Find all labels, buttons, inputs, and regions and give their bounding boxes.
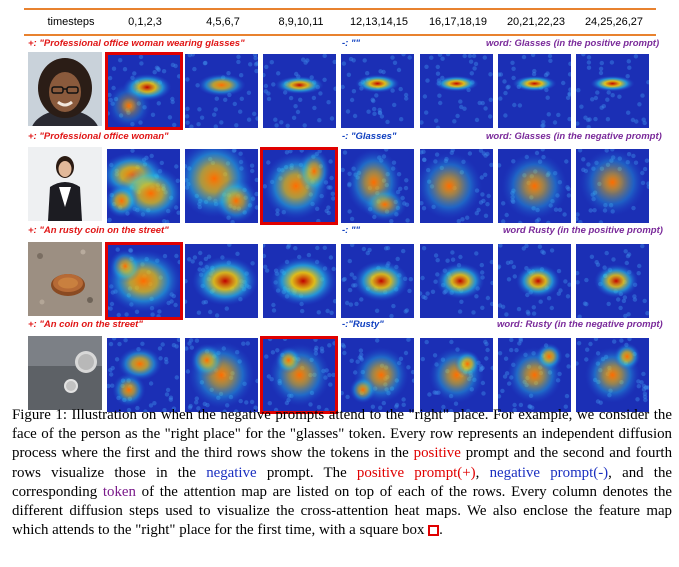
token-label: word Rusty (in the positive prompt) xyxy=(503,225,663,236)
attention-heatmap xyxy=(498,149,571,223)
table-header-rule xyxy=(24,34,656,36)
office-woman-photo xyxy=(28,147,102,221)
positive-prompt-label: +: "An rusty coin on the street" xyxy=(28,225,169,236)
attention-heatmap xyxy=(420,338,493,412)
first-attention-box xyxy=(105,52,183,130)
attention-heatmap xyxy=(185,338,258,412)
positive-prompt-label: +: "Professional office woman wearing gl… xyxy=(28,38,245,49)
column-header: 8,9,10,11 xyxy=(278,16,324,28)
negative-prompt-label: -: "" xyxy=(342,225,360,236)
column-header: 20,21,22,23 xyxy=(506,16,566,28)
first-attention-box xyxy=(260,147,338,225)
column-header: 4,5,6,7 xyxy=(206,16,240,28)
attention-heatmap xyxy=(263,149,336,223)
attention-heatmap xyxy=(341,244,414,318)
woman-glasses-photo xyxy=(28,52,102,126)
rusty-coin-photo xyxy=(28,242,102,316)
attention-heatmap xyxy=(498,54,571,128)
attention-heatmap xyxy=(185,244,258,318)
attention-heatmap xyxy=(107,149,180,223)
attention-heatmap xyxy=(341,54,414,128)
figure-caption: Figure 1: Illustration on when the negat… xyxy=(12,407,673,539)
token-label: word: Glasses (in the positive prompt) xyxy=(486,38,660,49)
attention-heatmap xyxy=(576,244,649,318)
first-attention-box xyxy=(105,242,183,320)
attention-heatmap xyxy=(420,54,493,128)
first-attention-box xyxy=(260,336,338,414)
attention-heatmap xyxy=(185,54,258,128)
attention-heatmap xyxy=(576,149,649,223)
attention-heatmap xyxy=(420,149,493,223)
attention-heatmap xyxy=(576,338,649,412)
attention-heatmap xyxy=(576,54,649,128)
attention-heatmap xyxy=(263,244,336,318)
attention-heatmap xyxy=(185,149,258,223)
negative-prompt-label: -:"Rusty" xyxy=(342,319,384,330)
coin-photo xyxy=(28,336,102,410)
column-header: 12,13,14,15 xyxy=(349,16,409,28)
attention-heatmap xyxy=(263,54,336,128)
table-top-rule xyxy=(24,8,656,10)
attention-heatmap xyxy=(420,244,493,318)
negative-prompt-label: -: "Glasses" xyxy=(342,131,397,142)
positive-prompt-label: +: "Professional office woman" xyxy=(28,131,169,142)
attention-heatmap xyxy=(263,338,336,412)
attention-heatmap xyxy=(498,244,571,318)
column-header: 24,25,26,27 xyxy=(584,16,644,28)
column-header: 0,1,2,3 xyxy=(128,16,162,28)
attention-heatmap xyxy=(107,244,180,318)
token-label: word: Rusty (in the negative prompt) xyxy=(497,319,663,330)
timesteps-header: timesteps xyxy=(47,16,95,28)
attention-heatmap xyxy=(107,54,180,128)
positive-prompt-label: +: "An coin on the street" xyxy=(28,319,143,330)
token-label: word: Glasses (in the negative prompt) xyxy=(486,131,662,142)
negative-prompt-label: -: "" xyxy=(342,38,360,49)
attention-heatmap xyxy=(341,338,414,412)
attention-heatmap xyxy=(498,338,571,412)
square-box-icon xyxy=(428,525,440,537)
attention-heatmap xyxy=(341,149,414,223)
figure-1: timesteps 0,1,2,3 4,5,6,7 8,9,10,11 12,1… xyxy=(24,8,663,414)
column-header: 16,17,18,19 xyxy=(428,16,488,28)
attention-heatmap xyxy=(107,338,180,412)
